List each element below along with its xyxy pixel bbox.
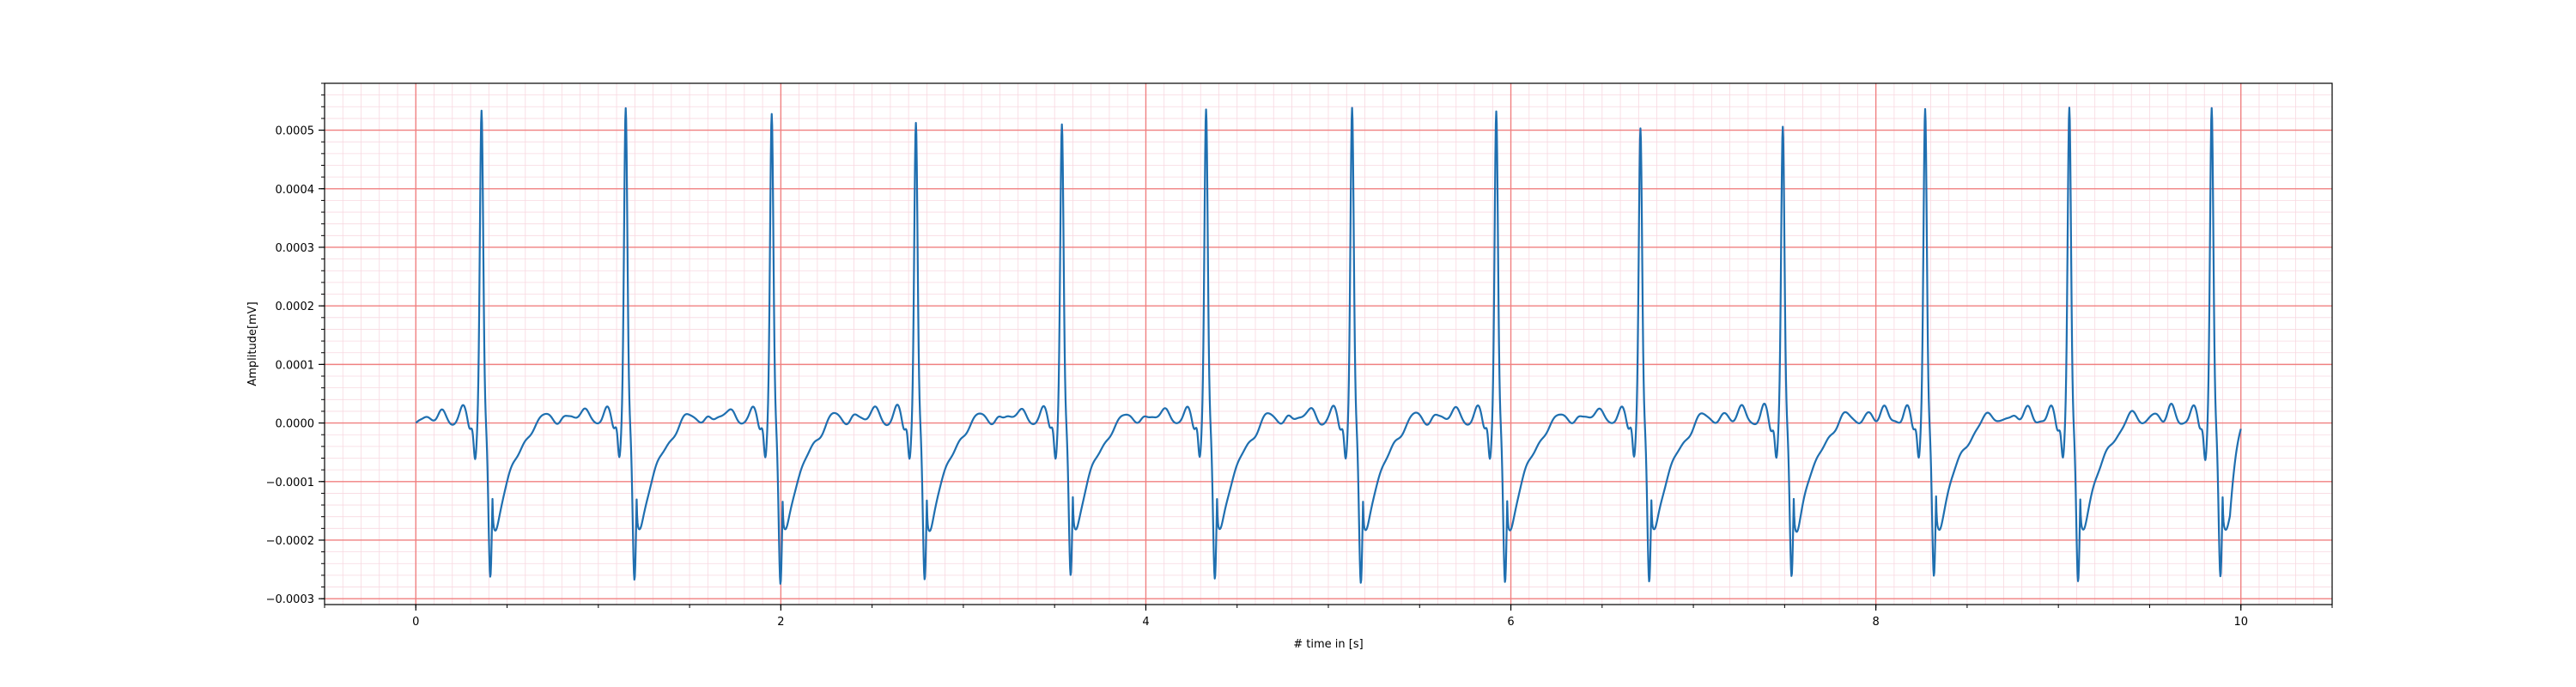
x-tick-label: 4: [1142, 616, 1149, 629]
y-tick-label: 0.0002: [276, 301, 315, 313]
y-tick-label: −0.0002: [266, 535, 314, 548]
major-grid: [325, 83, 2332, 605]
y-axis: −0.0003 −0.0002 −0.0001 0.0000 0.0001 0.0002 0…: [266, 82, 325, 606]
y-tick-label: 0.0001: [276, 359, 315, 372]
x-axis-label: # time in [s]: [1293, 638, 1363, 651]
y-tick-label: −0.0001: [266, 477, 314, 489]
y-tick-label: −0.0003: [266, 593, 314, 606]
x-tick-label: 6: [1507, 616, 1514, 629]
y-axis-label: Amplitude[mV]: [246, 301, 259, 386]
y-tick-label: 0.0000: [276, 418, 315, 431]
x-tick-label: 2: [777, 616, 784, 629]
x-tick-label: 0: [412, 616, 419, 629]
y-tick-label: 0.0003: [276, 242, 315, 255]
y-tick-label: 0.0005: [276, 125, 315, 138]
x-tick-label: 10: [2233, 616, 2248, 629]
x-tick-label: 8: [1872, 616, 1879, 629]
x-axis: 0 2 4 6 8 10: [324, 605, 2333, 629]
y-tick-label: 0.0004: [276, 184, 315, 197]
ecg-series-line: [415, 106, 2242, 585]
minor-grid: [324, 82, 2333, 605]
